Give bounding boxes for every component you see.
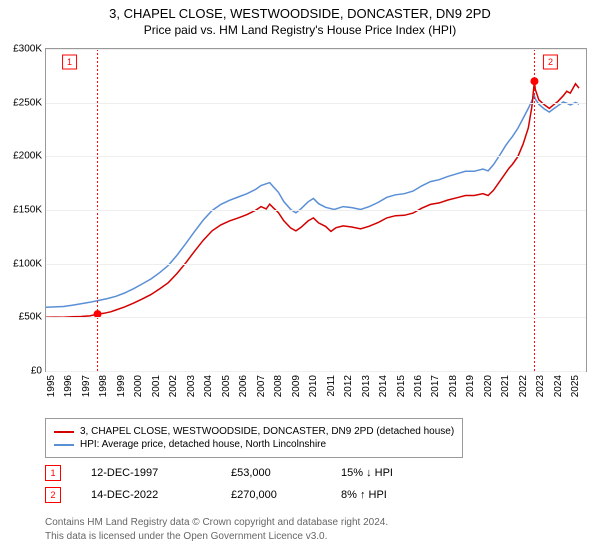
grid-line [46, 49, 586, 50]
x-axis-label: 2022 [518, 375, 529, 397]
y-axis-label: £250K [13, 97, 42, 108]
marker-row-price: £53,000 [231, 467, 311, 479]
x-axis-label: 2008 [273, 375, 284, 397]
x-axis-label: 2017 [430, 375, 441, 397]
x-axis-label: 2003 [186, 375, 197, 397]
y-axis-label: £50K [19, 312, 42, 323]
x-axis-label: 2000 [133, 375, 144, 397]
y-axis-label: £300K [13, 44, 42, 55]
x-axis-label: 1995 [46, 375, 57, 397]
x-axis-label: 2018 [448, 375, 459, 397]
footer-text: Contains HM Land Registry data © Crown c… [45, 516, 388, 543]
x-axis-label: 2002 [168, 375, 179, 397]
x-axis-label: 2020 [483, 375, 494, 397]
marker-dot-2 [531, 78, 538, 85]
x-axis-label: 2024 [553, 375, 564, 397]
legend-swatch [54, 444, 74, 446]
marker-row-pct: 15% ↓ HPI [341, 467, 393, 479]
x-axis-label: 2013 [361, 375, 372, 397]
x-axis-label: 2014 [378, 375, 389, 397]
y-axis-label: £100K [13, 258, 42, 269]
chart-container: 3, CHAPEL CLOSE, WESTWOODSIDE, DONCASTER… [0, 0, 600, 560]
y-axis-label: £0 [31, 366, 42, 377]
legend-box: 3, CHAPEL CLOSE, WESTWOODSIDE, DONCASTER… [45, 418, 463, 458]
legend-swatch [54, 431, 74, 433]
x-axis-label: 2006 [238, 375, 249, 397]
x-axis-label: 1996 [63, 375, 74, 397]
marker-row-date: 12-DEC-1997 [91, 467, 201, 479]
legend-label: 3, CHAPEL CLOSE, WESTWOODSIDE, DONCASTER… [80, 426, 454, 437]
x-axis-label: 1999 [116, 375, 127, 397]
marker-row-price: £270,000 [231, 489, 311, 501]
marker-badge-num-1: 1 [67, 57, 72, 67]
x-axis-label: 2011 [326, 375, 337, 397]
legend-label: HPI: Average price, detached house, Nort… [80, 439, 326, 450]
x-axis-label: 1997 [81, 375, 92, 397]
marker-row-badge: 2 [45, 487, 61, 503]
marker-row-pct: 8% ↑ HPI [341, 489, 387, 501]
x-axis-label: 2004 [203, 375, 214, 397]
x-axis-label: 2021 [500, 375, 511, 397]
marker-badge-num-2: 2 [548, 57, 553, 67]
marker-row: 1 12-DEC-1997 £53,000 15% ↓ HPI [45, 462, 393, 484]
grid-line [46, 103, 586, 104]
x-axis-label: 2007 [256, 375, 267, 397]
marker-row-date: 14-DEC-2022 [91, 489, 201, 501]
legend-row: 3, CHAPEL CLOSE, WESTWOODSIDE, DONCASTER… [54, 425, 454, 438]
x-axis-label: 2015 [396, 375, 407, 397]
y-axis-label: £200K [13, 151, 42, 162]
x-axis-label: 2001 [151, 375, 162, 397]
x-axis-label: 2009 [291, 375, 302, 397]
x-axis-label: 2005 [221, 375, 232, 397]
x-axis-label: 2010 [308, 375, 319, 397]
y-axis-label: £150K [13, 205, 42, 216]
plot-area: 12 £0£50K£100K£150K£200K£250K£300K199519… [45, 48, 587, 372]
chart-title: 3, CHAPEL CLOSE, WESTWOODSIDE, DONCASTER… [0, 0, 600, 21]
x-axis-label: 2012 [343, 375, 354, 397]
x-axis-label: 1998 [98, 375, 109, 397]
x-axis-label: 2023 [535, 375, 546, 397]
marker-row: 2 14-DEC-2022 £270,000 8% ↑ HPI [45, 484, 393, 506]
footer-line-2: This data is licensed under the Open Gov… [45, 530, 388, 544]
markers-table: 1 12-DEC-1997 £53,000 15% ↓ HPI 2 14-DEC-2022… [45, 462, 393, 506]
grid-line [46, 264, 586, 265]
grid-line [46, 210, 586, 211]
chart-subtitle: Price paid vs. HM Land Registry's House … [0, 21, 600, 37]
series-hpi [46, 96, 579, 308]
x-axis-label: 2016 [413, 375, 424, 397]
grid-line [46, 317, 586, 318]
grid-line [46, 371, 586, 372]
x-axis-label: 2019 [465, 375, 476, 397]
x-axis-label: 2025 [570, 375, 581, 397]
legend-row: HPI: Average price, detached house, Nort… [54, 438, 454, 451]
footer-line-1: Contains HM Land Registry data © Crown c… [45, 516, 388, 530]
marker-row-badge: 1 [45, 465, 61, 481]
grid-line [46, 156, 586, 157]
